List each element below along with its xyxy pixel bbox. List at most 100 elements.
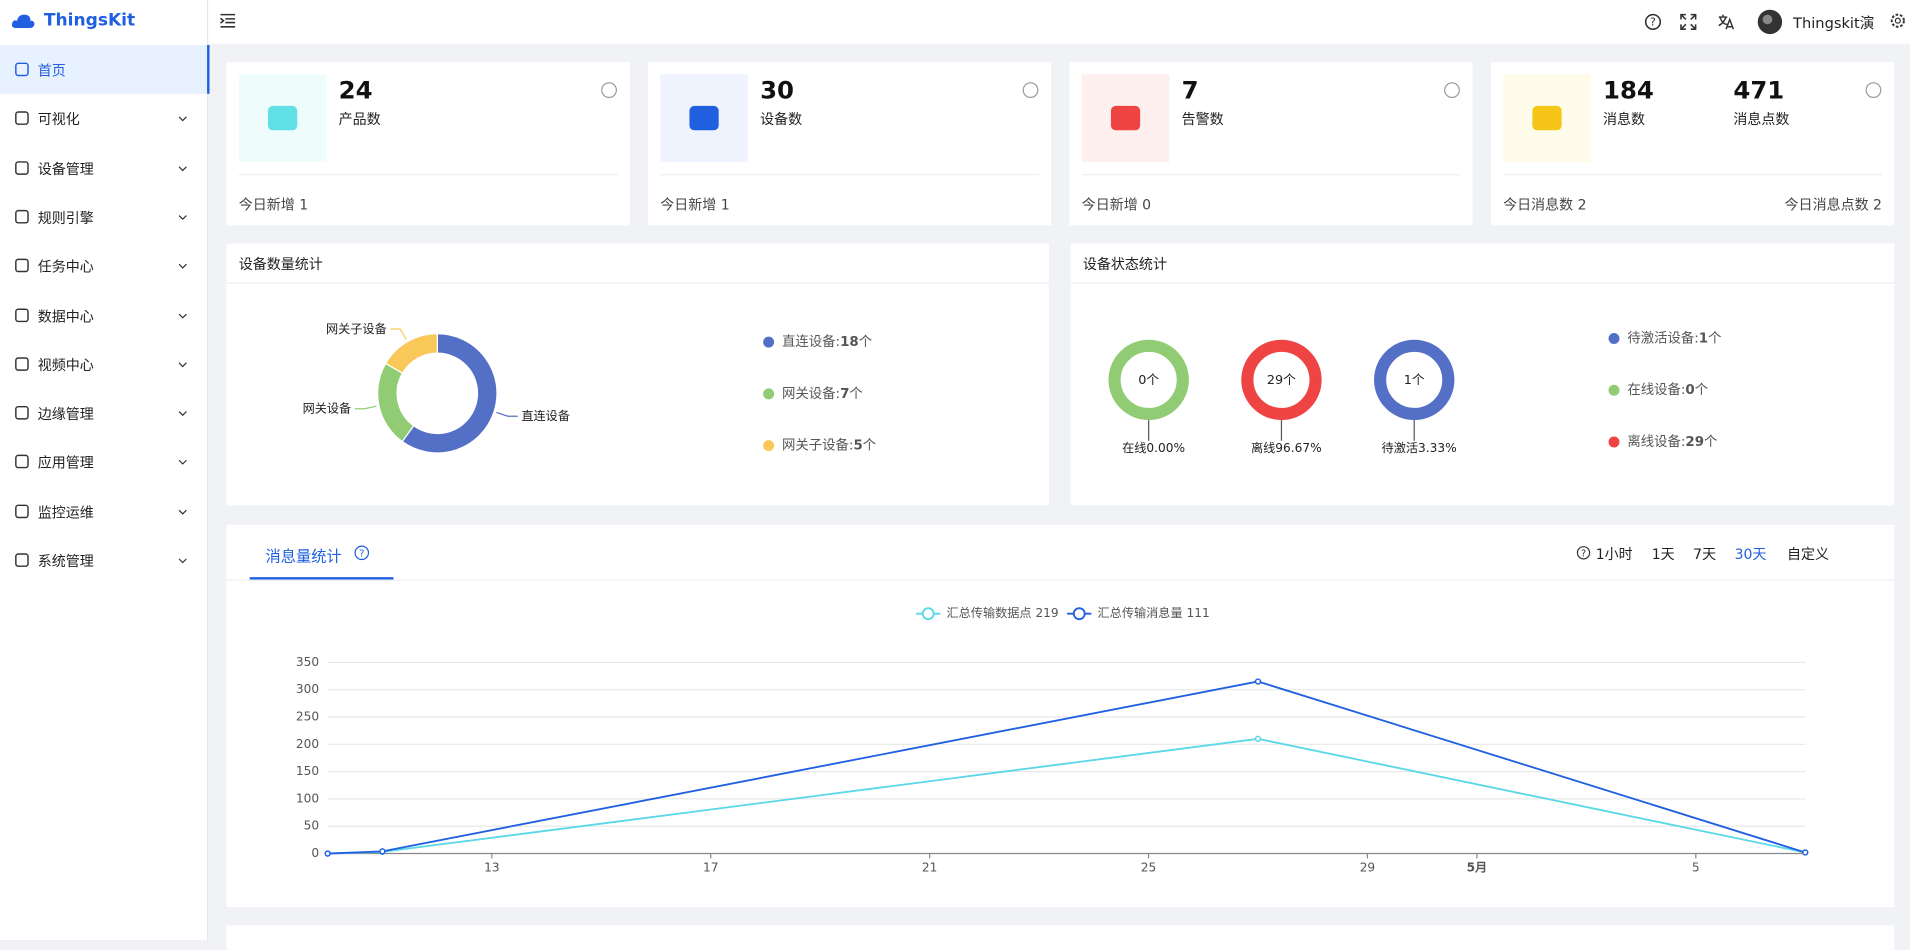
avatar[interactable] [1757, 9, 1784, 36]
message-panel: 消息量统计 ? ? 1小时 1天 7天 30天 自定义 [226, 524, 1895, 908]
icon-shape [1110, 105, 1141, 131]
slice-label-part: 直连设备 [521, 408, 570, 423]
legend-marker [1072, 607, 1086, 621]
stat-footer: 今日消息点数 2 [1784, 196, 1882, 214]
menu-item[interactable]: 边缘管理 [0, 389, 207, 438]
y-tick-label: 150 [296, 764, 319, 778]
range-option[interactable]: 7天 [1693, 545, 1717, 563]
menu-item[interactable]: 任务中心 [0, 241, 207, 290]
collapse-button[interactable] [219, 13, 236, 28]
menu-item[interactable]: 监控运维 [0, 487, 207, 536]
help-button[interactable]: ? [1644, 13, 1662, 31]
expand-arrow [178, 460, 187, 466]
menu-item[interactable]: 首页 [0, 45, 210, 94]
menu-label: 规则引擎 [37, 209, 94, 227]
menu-item[interactable]: 规则引擎 [0, 192, 207, 241]
legend-label-part: 离线设备 [1627, 433, 1681, 450]
icon-shape [15, 356, 29, 371]
device-status-panel: 设备状态统计 [1070, 243, 1895, 506]
donut-slice [401, 333, 498, 454]
menu-item[interactable]: 应用管理 [0, 438, 207, 487]
x-tick-label: 5月 [1467, 861, 1488, 875]
info-icon [601, 82, 617, 99]
fullscreen-button[interactable] [1680, 13, 1697, 31]
x-tick-label: 29 [1360, 861, 1375, 875]
series-point [1254, 678, 1262, 685]
icon [267, 105, 298, 131]
legend-label-part: 待激活设备 [1627, 329, 1695, 346]
sidebar: ThingsKit 首页 可视化 设备管理 规则引擎 任务中心 数据中心 视频中心 边缘管理应… [0, 0, 210, 940]
menu-label: 监控运维 [37, 503, 94, 521]
divider [660, 174, 1040, 176]
divider [1503, 174, 1882, 176]
stat-value: 7 [1181, 75, 1199, 105]
menu-item[interactable]: 设备管理 [0, 143, 207, 192]
language-button[interactable] [1718, 13, 1735, 30]
slice-label: 网关设备 [303, 401, 352, 415]
stat-footer: 今日新增 1 [238, 196, 309, 214]
series-line [327, 737, 1806, 855]
stat-label: 消息点数 [1733, 110, 1790, 128]
donut-slice [384, 333, 438, 375]
ring-value: 0个 [1138, 372, 1159, 387]
legend-label-part: : [1694, 331, 1699, 346]
legend-marker [921, 607, 935, 621]
menu-icon [15, 307, 29, 322]
slice-label: 网关子设备 [326, 321, 387, 335]
legend-label-part: 7 [840, 387, 849, 402]
menu-icon [15, 111, 29, 126]
svg-text:?: ? [359, 548, 364, 559]
icon-shape [689, 105, 719, 131]
y-tick-label: 250 [296, 709, 319, 723]
expand-arrow [178, 411, 187, 417]
header: ? Thingskit演 [208, 0, 1910, 44]
status-ring [1241, 339, 1322, 421]
legend-label-part: 29 [1685, 435, 1704, 450]
legend-label-part: 1 [1699, 331, 1708, 346]
panel-title: 设备数量统计 [238, 255, 323, 273]
icon-shape [15, 553, 29, 567]
leader-line [496, 411, 518, 417]
x-tick-label: 21 [922, 861, 937, 875]
info-icon [1022, 82, 1039, 99]
legend-label-part: 网关设备 [782, 385, 836, 402]
stat-label: 消息数 [1603, 110, 1646, 128]
menu-label: 任务中心 [37, 258, 94, 276]
legend-label-part: 5 [853, 439, 862, 454]
arrow [178, 460, 187, 466]
icon [1110, 105, 1141, 131]
menu-item[interactable]: 数据中心 [0, 290, 207, 339]
settings-button[interactable] [1889, 12, 1906, 29]
range-option[interactable]: 1小时 [1595, 545, 1633, 563]
ring-caption-part: 离线 [1251, 440, 1275, 455]
menu-label: 系统管理 [37, 552, 94, 570]
range-option[interactable]: 1天 [1651, 545, 1675, 563]
icon-shape [1444, 82, 1460, 99]
username[interactable]: Thingskit演 [1793, 14, 1875, 32]
legend-dot [763, 440, 775, 452]
arrow [178, 558, 187, 564]
icon-shape [15, 209, 29, 224]
range-option[interactable]: 自定义 [1786, 545, 1829, 563]
stat-footer: 今日新增 0 [1081, 196, 1152, 214]
logo-icon [11, 14, 35, 29]
tab[interactable]: 消息量统计 [265, 546, 342, 565]
icon-shape [15, 406, 29, 420]
legend-label: 待激活设备:1个 [1627, 329, 1721, 346]
menu-item[interactable]: 视频中心 [0, 339, 207, 388]
y-tick-label: 200 [296, 737, 319, 751]
menu-item[interactable]: 可视化 [0, 94, 207, 143]
icon [689, 105, 719, 131]
menu-icon [15, 455, 29, 469]
legend-label-part: 个 [1695, 382, 1708, 398]
range-option[interactable]: 30天 [1734, 545, 1767, 563]
divider [226, 282, 1049, 284]
ring-value-part: 29 [1267, 372, 1283, 387]
y-tick-label: 100 [296, 791, 319, 805]
info-icon [1865, 82, 1882, 99]
x-tick-label: 13 [484, 861, 499, 875]
menu-item[interactable]: 系统管理 [0, 536, 207, 585]
expand-arrow [178, 313, 187, 319]
ring-caption-part: 96.67% [1275, 441, 1321, 455]
